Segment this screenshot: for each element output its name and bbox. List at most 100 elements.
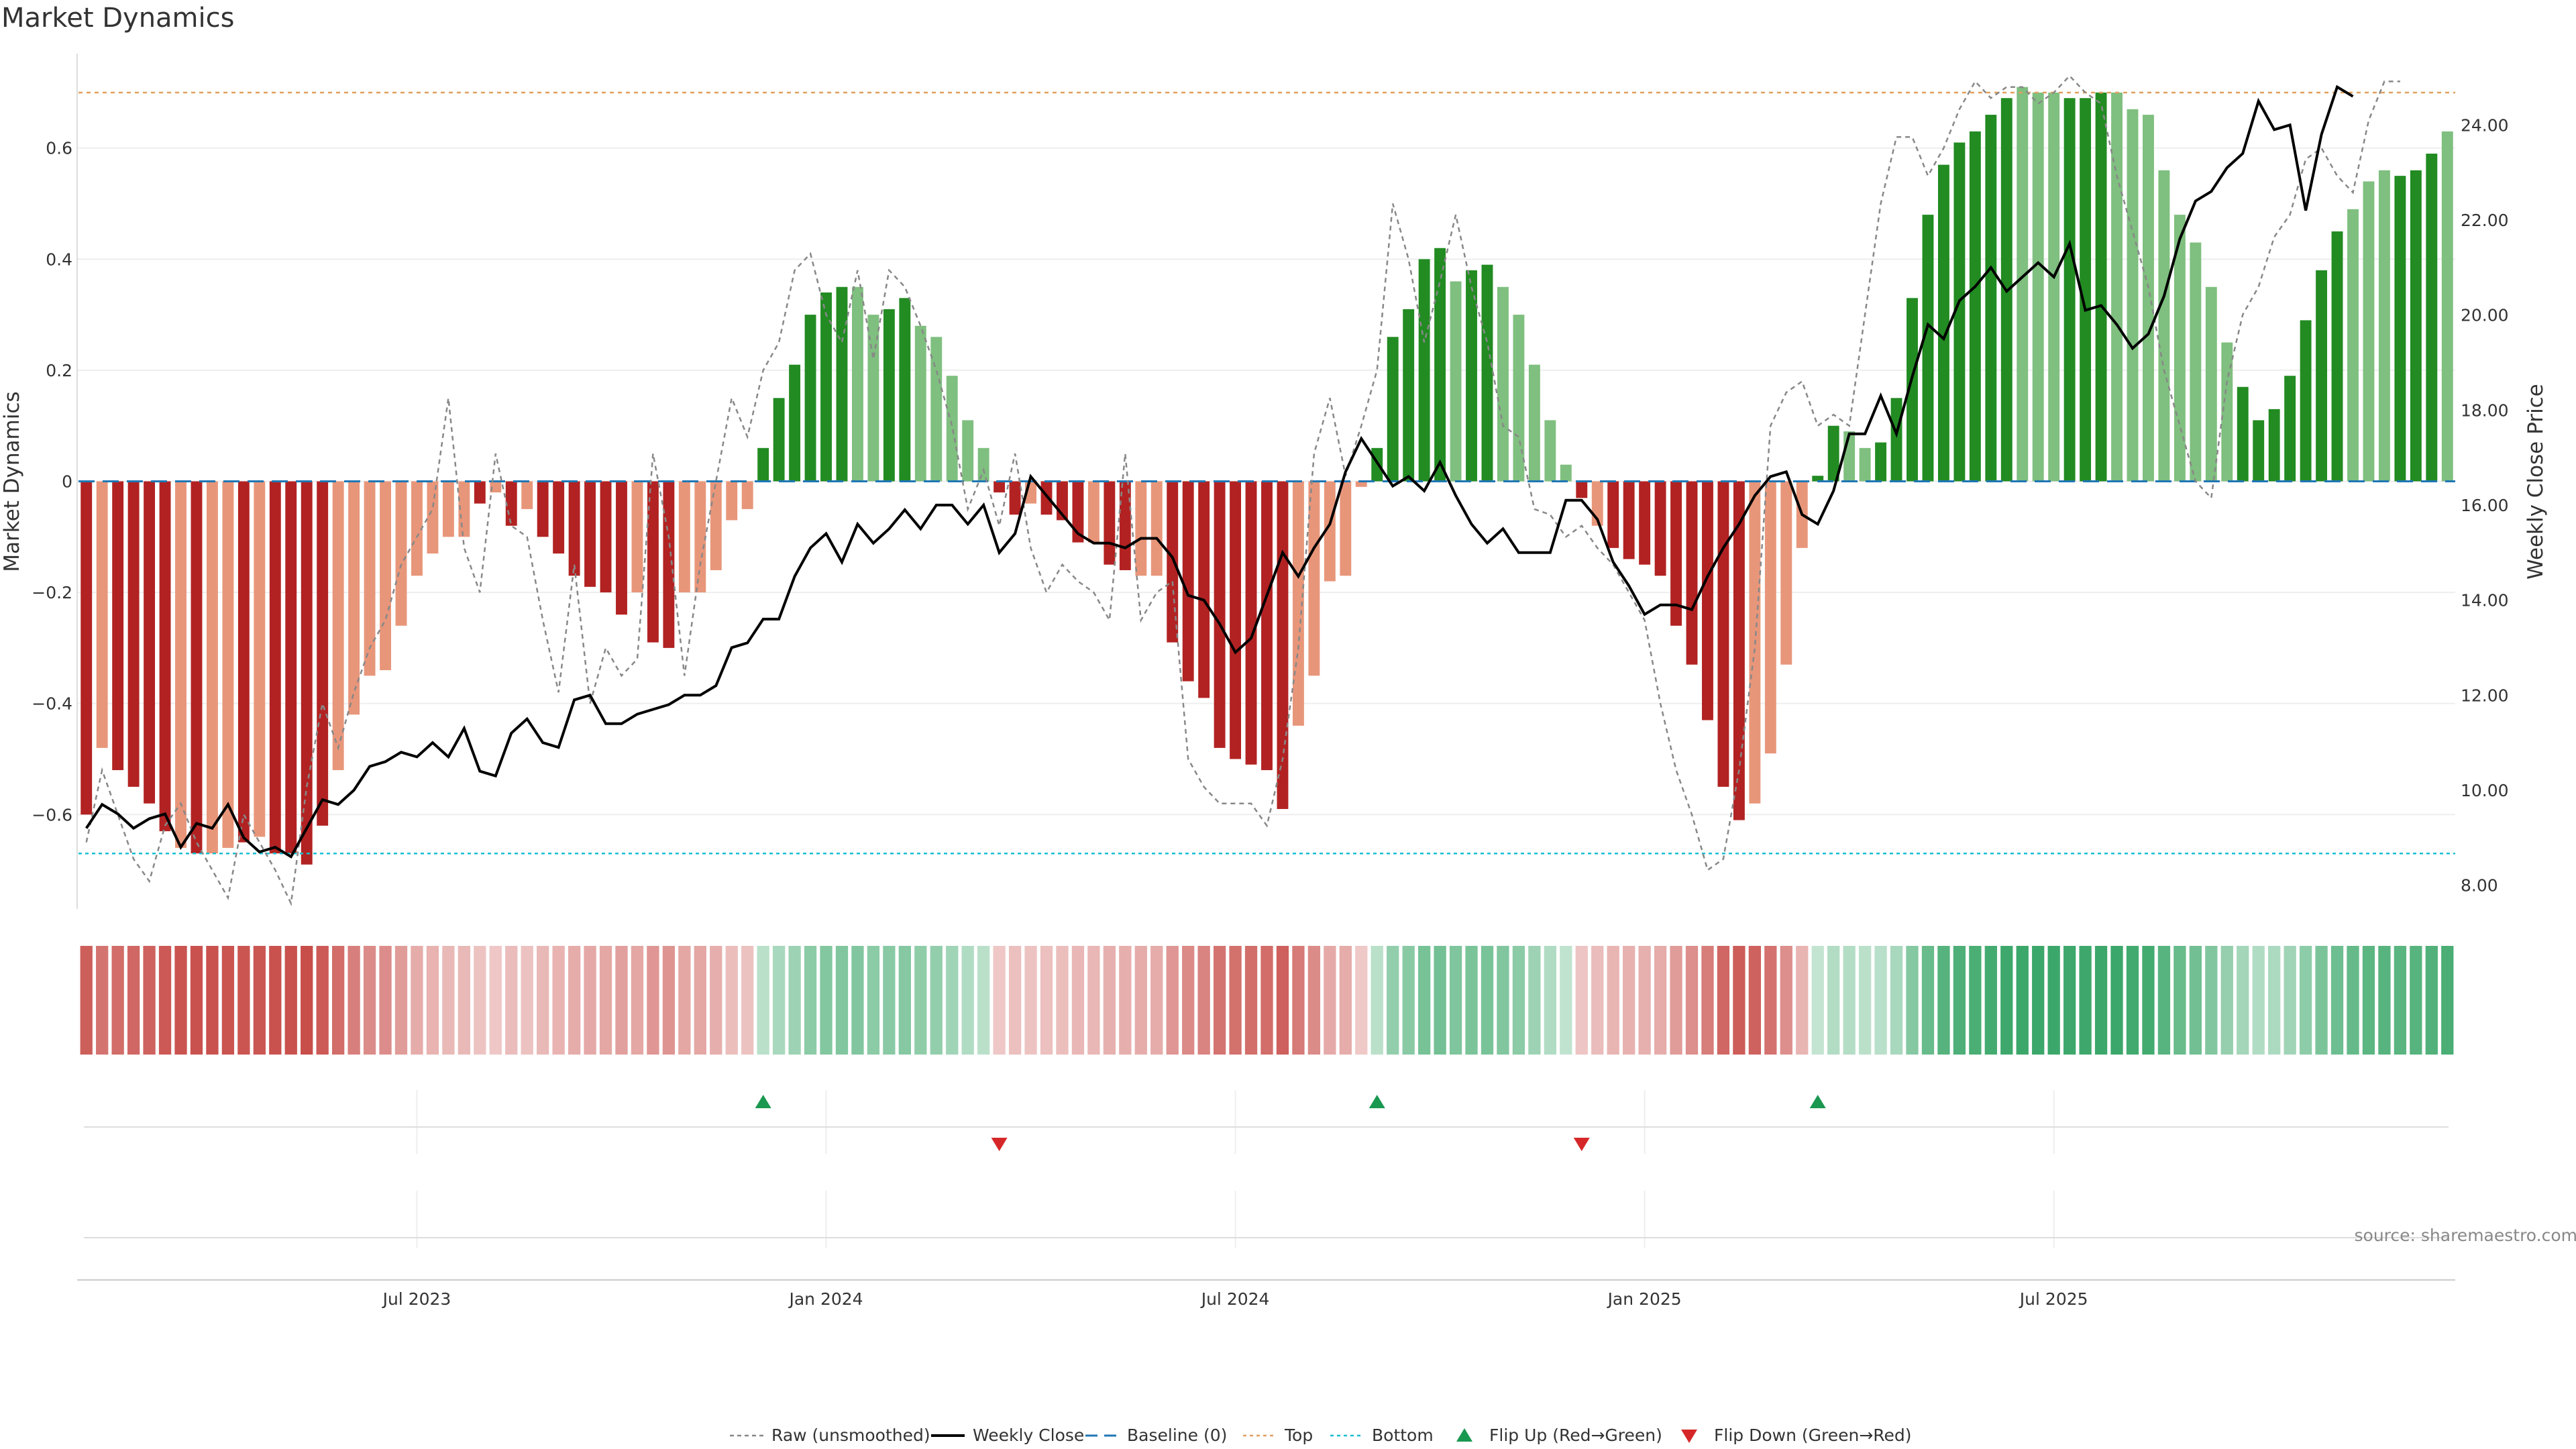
dynamics-bar [285,481,297,854]
heat-cell [474,946,486,1055]
heat-cell [158,946,172,1055]
heat-cell [1434,946,1446,1055]
dynamics-bar [2143,115,2154,482]
y-tick-label: −0.6 [32,805,72,824]
dynamics-bar [2300,320,2312,482]
flip-up-marker [755,1095,771,1108]
dynamics-bar [254,481,266,837]
heat-cell [111,946,124,1055]
heat-cell [1119,946,1132,1055]
dynamics-bar [883,309,895,482]
heat-cell [1748,946,1762,1055]
flip-markers [755,1095,1826,1151]
heat-cell [993,946,1006,1055]
dynamics-bar [1434,248,1446,482]
heat-cell [2142,946,2155,1055]
heat-cell [1638,946,1651,1055]
heat-cell [127,946,140,1055]
heat-cell [2016,946,2029,1055]
y2-tick-label: 16.00 [2461,496,2509,515]
heat-cell [820,946,833,1055]
y-tick-label: 0.6 [46,139,72,158]
heat-cell [2205,946,2218,1055]
heat-cell [1717,946,1730,1055]
dynamics-bar [2441,131,2453,482]
heat-cell [1670,946,1682,1055]
dynamics-bar [1670,481,1682,626]
dynamics-bar [1827,425,1839,482]
heat-cell [647,946,659,1055]
dynamics-bar [568,481,580,576]
heat-cell [662,946,676,1055]
dynamics-bar [332,481,344,771]
heat-cell [725,946,738,1055]
heat-cell [143,946,156,1055]
legend-item-top: Top [1243,1426,1313,1445]
heat-cell [1324,946,1336,1055]
heat-cell [1024,946,1037,1055]
source-note: source: sharemaestro.com [2355,1226,2576,1245]
heat-cell [851,946,864,1055]
heat-cell [1921,946,1935,1055]
legend-label: Raw (unsmoothed) [771,1426,930,1445]
heat-cell [757,946,769,1055]
heat-cell [1150,946,1163,1055]
dynamics-bar [663,481,675,648]
dynamics-bar [836,286,848,482]
dynamics-bar [1403,309,1415,482]
heat-cell [898,946,911,1055]
heat-cell [2189,946,2202,1055]
heat-cell [1764,946,1777,1055]
dynamics-bar [427,481,439,554]
y-tick-label: −0.4 [32,694,72,714]
dynamics-bar [616,481,627,615]
heat-cell [2362,946,2375,1055]
dynamics-bar [1544,420,1556,482]
heat-cell [1465,946,1478,1055]
dynamics-bar [191,481,203,854]
dynamics-bar [2284,376,2296,482]
heat-cell [1512,946,1525,1055]
dynamics-bar [1875,442,1887,482]
heat-cell [867,946,880,1055]
heat-cell [1528,946,1541,1055]
heat-cell [1560,946,1572,1055]
dynamics-bar [2331,231,2343,482]
heat-cell [2268,946,2281,1055]
dynamics-bar [1922,215,1934,482]
heat-cell [505,946,518,1055]
heat-cell [96,946,109,1055]
heat-cell [221,946,235,1055]
heat-cell [615,946,628,1055]
dynamics-bar [631,481,643,593]
heat-cell [694,946,706,1055]
heat-cell [1197,946,1210,1055]
heat-cell [2347,946,2359,1055]
dynamics-bar [269,481,281,854]
dynamics-bar [1230,481,1242,759]
heat-cell [631,946,644,1055]
heat-cell [1307,946,1321,1055]
heat-cell [1591,946,1604,1055]
dynamics-bar [490,481,502,493]
legend-label: Top [1284,1426,1313,1445]
dynamics-bar [206,481,218,854]
legend: Raw (unsmoothed) Weekly Close Baseline (0)… [730,1426,1912,1445]
y-tick-label: 0 [62,472,72,492]
heat-cell [1811,946,1824,1055]
y-axis-label: Market Dynamics [0,391,24,572]
heat-cell [678,946,691,1055]
dynamics-bar [237,481,250,843]
heat-cell [1575,946,1588,1055]
heat-cell [237,946,250,1055]
dynamics-bar [1717,481,1729,787]
heat-cell [1008,946,1022,1055]
reference-lines [78,91,2455,855]
dynamics-bar [1907,298,1918,482]
dynamics-bar [694,481,706,593]
dynamics-bar [411,481,423,576]
dynamics-bar [364,481,376,676]
heat-cell [1260,946,1273,1055]
dynamics-bar [1387,337,1399,482]
